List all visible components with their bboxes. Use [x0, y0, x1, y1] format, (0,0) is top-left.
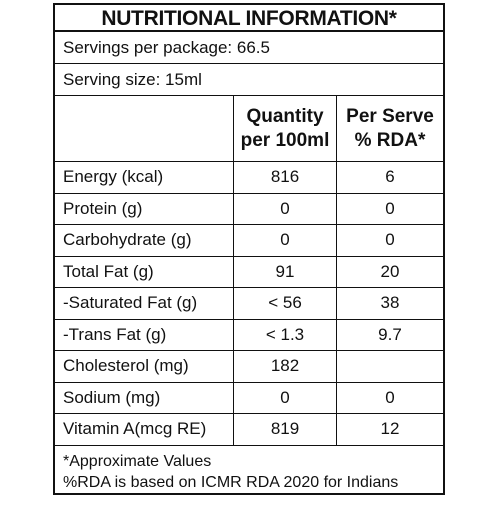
nutrient-rda: [337, 351, 443, 382]
nutrient-name: Carbohydrate (g): [55, 225, 234, 256]
nutrient-quantity: 0: [234, 193, 337, 224]
nutrient-rda: 6: [385, 167, 395, 187]
nutrient-quantity: 182: [234, 351, 337, 382]
footnote-approximate: *Approximate Values: [63, 452, 212, 470]
table-row-trans-fat: -Trans Fat (g) < 1.3 9.7: [55, 319, 443, 351]
header-rda: Per Serve % RDA*: [337, 96, 443, 161]
header-quantity-line1: Quantity: [246, 105, 324, 127]
nutrient-name: Protein (g): [55, 193, 234, 224]
header-rda-line2: % RDA*: [354, 129, 426, 151]
nutrient-quantity: < 56: [234, 288, 337, 319]
header-quantity-line2: per 100ml: [240, 129, 330, 151]
nutrient-name: Sodium (mg): [55, 382, 234, 413]
nutrient-quantity: 0: [234, 382, 337, 413]
footnotes: *Approximate Values %RDA is based on ICM…: [55, 446, 443, 508]
header-rda-line1: Per Serve: [346, 105, 434, 127]
table-header: Quantity per 100ml Per Serve % RDA*: [55, 96, 443, 162]
nutrient-rda: 0: [385, 230, 395, 250]
nutrient-name: Energy (kcal): [55, 162, 234, 193]
nutrient-rda: 38: [380, 293, 400, 313]
nutrient-quantity: 819: [234, 414, 337, 445]
nutrient-rda: 0: [385, 198, 395, 218]
table-row-carbohydrate: Carbohydrate (g) 0 0: [55, 225, 443, 257]
nutrient-rda: 0: [385, 387, 395, 407]
table-row-saturated-fat: -Saturated Fat (g) < 56 38: [55, 288, 443, 320]
table-row-total-fat: Total Fat (g) 91 20: [55, 256, 443, 288]
nutrient-name: -Saturated Fat (g): [55, 288, 234, 319]
serving-size: Serving size: 15ml: [55, 64, 443, 96]
nutrient-rda: 12: [380, 419, 400, 439]
nutrition-panel: NUTRITIONAL INFORMATION* Servings per pa…: [53, 3, 445, 495]
footnote-rda-basis: %RDA is based on ICMR RDA 2020 for India…: [63, 473, 399, 491]
nutrient-quantity: < 1.3: [234, 319, 337, 350]
nutrient-name: Vitamin A(mcg RE): [55, 414, 234, 445]
servings-per-package: Servings per package: 66.5: [55, 32, 443, 64]
nutrient-name: Cholesterol (mg): [55, 351, 234, 382]
header-quantity: Quantity per 100ml: [234, 96, 337, 161]
table-row-vitamin-a: Vitamin A(mcg RE) 819 12: [55, 414, 443, 446]
table-row-energy: Energy (kcal) 816 6: [55, 162, 443, 194]
header-nutrient-blank: [55, 96, 234, 161]
nutrient-name: -Trans Fat (g): [55, 319, 234, 350]
table-row-protein: Protein (g) 0 0: [55, 193, 443, 225]
nutrient-rda: 9.7: [378, 324, 402, 344]
table-row-cholesterol: Cholesterol (mg) 182: [55, 351, 443, 383]
nutrient-name: Total Fat (g): [55, 256, 234, 287]
nutrient-rda: 20: [380, 261, 400, 281]
nutrient-quantity: 0: [234, 225, 337, 256]
table-row-sodium: Sodium (mg) 0 0: [55, 382, 443, 414]
panel-title: NUTRITIONAL INFORMATION*: [55, 5, 443, 32]
nutrient-quantity: 816: [234, 162, 337, 193]
nutrient-quantity: 91: [234, 256, 337, 287]
